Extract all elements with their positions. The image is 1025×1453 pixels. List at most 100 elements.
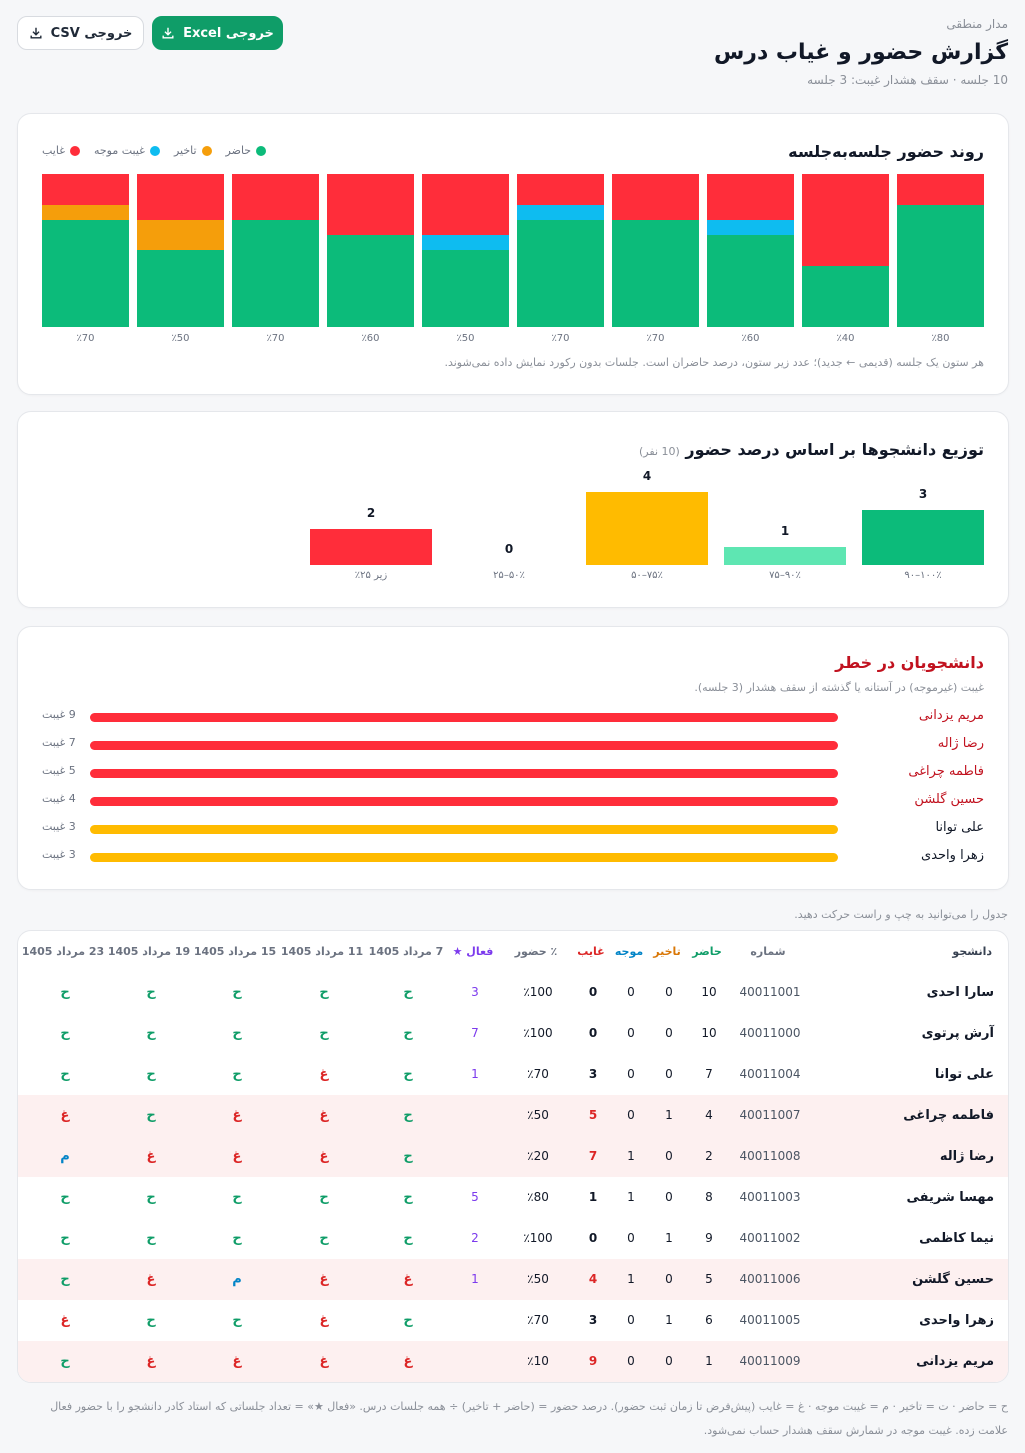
attendance-mark[interactable]: غ [232, 1354, 242, 1369]
attendance-mark[interactable]: ح [60, 985, 70, 1000]
attendance-table[interactable]: دانشجو شماره حاضر تاخیر موجه غایب ٪ حضور فعال ★… [17, 930, 1009, 1383]
attendance-mark[interactable]: ح [403, 1108, 413, 1123]
attendance-mark[interactable]: ح [146, 1313, 156, 1328]
attendance-mark[interactable]: غ [403, 1272, 413, 1287]
attendance-trend-card: روند حضور جلسه‌به‌جلسه حاضر تاخیر غیبت م… [17, 113, 1009, 395]
attendance-mark[interactable]: م [232, 1272, 242, 1287]
attendance-mark[interactable]: ح [60, 1231, 70, 1246]
attendance-mark[interactable]: ح [232, 1067, 242, 1082]
attendance-mark[interactable]: ح [232, 1313, 242, 1328]
attendance-mark[interactable]: غ [60, 1108, 70, 1123]
column-header-date[interactable]: 7 مرداد 1405 [368, 945, 444, 958]
attendance-mark[interactable]: ح [403, 1067, 413, 1082]
attendance-mark[interactable]: غ [319, 1108, 329, 1123]
distribution-count-label: 1 [780, 523, 790, 538]
attendance-mark[interactable]: غ [319, 1272, 329, 1287]
table-row[interactable]: نیما کاظمی 40011002 9 1 0 0 ٪100 2 ح ح ح ح ح [18, 1218, 1008, 1259]
cell-excused: 1 [627, 1190, 635, 1204]
attendance-mark[interactable]: غ [319, 1149, 329, 1164]
cell-id: 40011008 [739, 1149, 801, 1163]
column-header-absent[interactable]: غایب [577, 945, 605, 958]
attendance-mark[interactable]: غ [319, 1067, 329, 1082]
attendance-mark[interactable]: ح [403, 985, 413, 1000]
attendance-mark[interactable]: غ [319, 1313, 329, 1328]
attendance-mark[interactable]: ح [146, 1231, 156, 1246]
attendance-mark[interactable]: ح [60, 1026, 70, 1041]
table-row[interactable]: آرش پرتوی 40011000 10 0 0 0 ٪100 7 ح ح ح ح ح [18, 1013, 1008, 1054]
attendance-mark[interactable]: ح [232, 1231, 242, 1246]
table-row[interactable]: حسین گلشنعبور از سقف غیبت 40011006 5 0 1 4 ٪50… [18, 1259, 1008, 1330]
attendance-mark[interactable]: ح [232, 1190, 242, 1205]
column-header-date[interactable]: 11 مرداد 1405 [280, 945, 364, 958]
attendance-mark[interactable]: ح [232, 1026, 242, 1041]
cell-active: 3 [471, 985, 479, 999]
column-header-date[interactable]: 23 مرداد 1405 [21, 945, 105, 958]
attendance-mark[interactable]: ح [319, 1231, 329, 1246]
column-header-id[interactable]: شماره [750, 945, 786, 958]
school-name: مدار منطقی [946, 17, 1008, 31]
table-row[interactable]: رضا ژالهعبور از سقف غیبت 40011008 2 0 1 7 ٪20 ح… [18, 1136, 1008, 1207]
risk-student-name: زهرا واحدی [921, 848, 984, 863]
table-row[interactable]: مهسا شریفی 40011003 8 0 1 1 ٪80 5 ح ح ح ح ح [18, 1177, 1008, 1218]
table-row[interactable]: علی توانا 40011004 7 0 0 3 ٪70 1 ح غ ح ح ح [18, 1054, 1008, 1095]
attendance-mark[interactable]: ح [60, 1190, 70, 1205]
attendance-mark[interactable]: ح [403, 1231, 413, 1246]
session-percent-label: ٪80 [931, 333, 950, 344]
attendance-mark[interactable]: ح [403, 1026, 413, 1041]
column-header-present[interactable]: حاضر [692, 945, 722, 958]
attendance-mark[interactable]: غ [146, 1354, 156, 1369]
cell-active: 1 [471, 1272, 479, 1286]
column-header-date[interactable]: 19 مرداد 1405 [107, 945, 191, 958]
column-header-excused[interactable]: موجه [614, 945, 644, 958]
attendance-mark[interactable]: ح [403, 1149, 413, 1164]
attendance-mark[interactable]: ح [403, 1190, 413, 1205]
column-header-pct[interactable]: ٪ حضور [514, 945, 558, 958]
distribution-bin-label: ۹۰٪–۷۵ [769, 570, 801, 581]
session-column [517, 174, 604, 327]
attendance-mark[interactable]: غ [232, 1149, 242, 1164]
cell-late: 0 [665, 1149, 673, 1163]
cell-late: 0 [665, 1190, 673, 1204]
attendance-mark[interactable]: م [60, 1149, 70, 1164]
attendance-mark[interactable]: ح [319, 1190, 329, 1205]
session-column [137, 174, 224, 327]
export-csv-button[interactable]: خروجی CSV [17, 16, 144, 50]
attendance-mark[interactable]: غ [403, 1354, 413, 1369]
column-header-student[interactable]: دانشجو [952, 945, 992, 958]
column-header-date[interactable]: 15 مرداد 1405 [193, 945, 277, 958]
column-header-late[interactable]: تاخیر [653, 945, 681, 958]
attendance-mark[interactable]: ح [60, 1067, 70, 1082]
risk-absence-count: 7 غیبت [42, 736, 76, 749]
cell-late: 0 [665, 1026, 673, 1040]
table-row[interactable]: سارا احدی 40011001 10 0 0 0 ٪100 3 ح ح ح ح ح [18, 972, 1008, 1013]
attendance-mark[interactable]: ح [146, 1190, 156, 1205]
session-column [707, 174, 794, 327]
cell-pct: ٪100 [523, 985, 553, 999]
export-excel-button[interactable]: خروجی Excel [152, 16, 283, 50]
attendance-mark[interactable]: ح [232, 985, 242, 1000]
attendance-mark[interactable]: غ [60, 1313, 70, 1328]
table-row[interactable]: مریم یزدانیعبور از سقف غیبت 40011009 1 0 0 9 ٪… [18, 1341, 1008, 1382]
segment-absent [232, 174, 319, 220]
table-row[interactable]: زهرا واحدی 40011005 6 1 0 3 ٪70 ح غ ح ح غ [18, 1300, 1008, 1341]
attendance-mark[interactable]: ح [146, 985, 156, 1000]
attendance-mark[interactable]: ح [60, 1354, 70, 1369]
attendance-mark[interactable]: غ [319, 1354, 329, 1369]
segment-present [802, 265, 889, 327]
attendance-mark[interactable]: غ [146, 1149, 156, 1164]
attendance-mark[interactable]: ح [146, 1108, 156, 1123]
legend-excused: غیبت موجه [94, 144, 160, 157]
attendance-mark[interactable]: غ [146, 1272, 156, 1287]
segment-present [232, 219, 319, 327]
cell-late: 0 [665, 1067, 673, 1081]
attendance-mark[interactable]: ح [319, 1026, 329, 1041]
trend-legend: حاضر تاخیر غیبت موجه غایب [42, 144, 267, 157]
attendance-mark[interactable]: ح [403, 1313, 413, 1328]
attendance-mark[interactable]: ح [146, 1067, 156, 1082]
attendance-mark[interactable]: ح [319, 985, 329, 1000]
attendance-mark[interactable]: ح [60, 1272, 70, 1287]
column-header-active[interactable]: فعال ★ [452, 945, 494, 958]
table-row[interactable]: فاطمه چراغیعبور از سقف غیبت 40011007 4 1 0 5 ٪… [18, 1095, 1008, 1166]
attendance-mark[interactable]: غ [232, 1108, 242, 1123]
attendance-mark[interactable]: ح [146, 1026, 156, 1041]
